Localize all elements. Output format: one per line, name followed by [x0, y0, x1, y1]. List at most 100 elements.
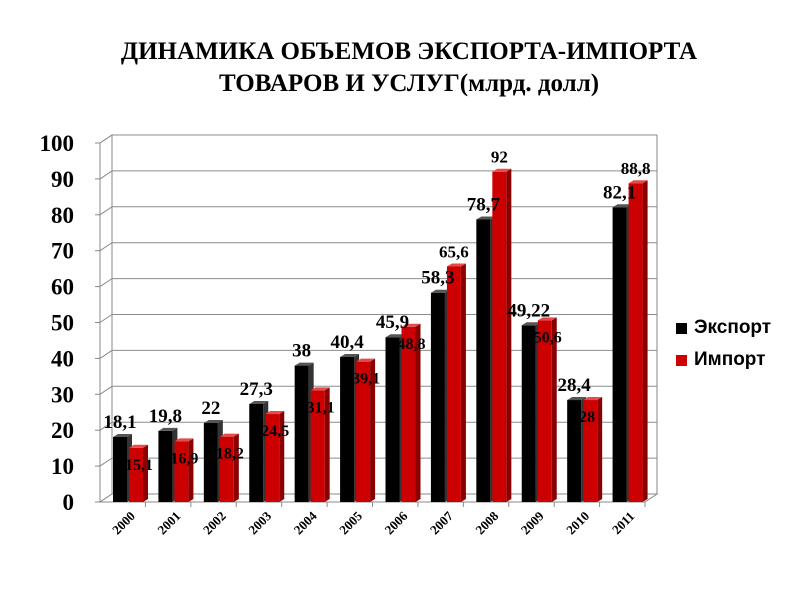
bar-export	[249, 403, 264, 502]
bar-import	[219, 436, 234, 502]
bar-side-import	[460, 263, 466, 502]
bar-import	[492, 171, 507, 502]
bar-top-export	[294, 362, 314, 366]
bar-import	[310, 390, 325, 502]
x-tick-label: 2011	[609, 509, 637, 537]
x-tick-label: 2005	[336, 508, 365, 537]
x-tick-label: 2009	[518, 508, 547, 537]
gridline	[99, 170, 657, 180]
y-tick-label: 70	[51, 239, 74, 264]
bar-top-import	[628, 180, 648, 184]
data-label-export: 45,9	[376, 312, 409, 333]
bar-import	[129, 447, 143, 502]
bar-import	[265, 414, 280, 502]
bar-top-export	[612, 204, 632, 208]
bar-top-export	[567, 397, 587, 401]
x-tick-label: 2000	[109, 508, 138, 537]
bar-top-export	[521, 322, 541, 326]
bar-import	[446, 266, 461, 502]
bar-top-export	[203, 420, 223, 424]
bar-top-export	[430, 289, 450, 293]
bar-export	[113, 437, 127, 502]
bar-export	[476, 219, 491, 503]
gridline	[99, 421, 657, 431]
y-tick-label: 100	[40, 131, 75, 156]
x-tick-label: 2010	[563, 508, 592, 537]
data-label-import: 48,8	[398, 336, 426, 353]
bar-top-import	[492, 168, 512, 172]
y-tick-label: 40	[51, 346, 74, 371]
bar-top-import	[265, 411, 285, 415]
data-label-import: 50,6	[534, 329, 562, 346]
gridline	[99, 385, 657, 395]
legend-item-import: Импорт	[676, 344, 771, 376]
data-label-import: 18,2	[216, 446, 244, 463]
gridline	[99, 206, 657, 216]
data-label-import: 65,6	[439, 242, 469, 261]
bar-import	[537, 320, 552, 502]
data-label-import: 16,9	[170, 450, 198, 467]
data-label-export: 49,22	[507, 300, 550, 321]
gridline	[99, 349, 657, 359]
bar-top-export	[113, 434, 132, 438]
data-label-export: 40,4	[330, 332, 364, 353]
bar-top-import	[356, 358, 376, 362]
x-tick-label: 2003	[245, 508, 274, 537]
data-label-export: 22	[201, 398, 220, 419]
y-tick-label: 20	[51, 418, 74, 443]
bar-side-import	[370, 358, 376, 502]
x-tick-label: 2001	[154, 508, 183, 537]
x-tick-label: 2004	[291, 508, 320, 537]
bar-import	[628, 183, 643, 502]
legend-item-export: Экспорт	[676, 312, 771, 344]
y-tick-label: 50	[51, 311, 74, 336]
bar-top-import	[583, 397, 603, 401]
bar-top-export	[385, 334, 405, 338]
gridline	[99, 134, 657, 144]
bar-import	[174, 441, 189, 502]
bar-side-import	[597, 397, 603, 502]
bar-top-export	[340, 353, 360, 357]
bar-side-import	[506, 168, 512, 502]
legend: Экспорт Импорт	[676, 312, 771, 376]
bar-export	[430, 292, 445, 502]
y-tick-label: 10	[51, 454, 74, 479]
bar-side-import	[143, 444, 148, 502]
data-label-export: 82,1	[603, 182, 636, 203]
y-tick-label: 30	[51, 382, 74, 407]
bar-import	[583, 400, 598, 502]
bar-side-import	[642, 180, 648, 502]
data-label-import: 24,5	[261, 423, 289, 440]
bar-top-export	[249, 400, 269, 404]
y-tick-label: 90	[51, 167, 74, 192]
data-label-export: 58,3	[421, 268, 454, 289]
x-tick-label: 2007	[427, 508, 456, 537]
gridline	[99, 242, 657, 252]
bar-top-import	[219, 433, 239, 437]
legend-label-export: Экспорт	[694, 317, 772, 338]
bar-export	[203, 423, 218, 502]
data-label-import: 39,1	[352, 371, 380, 388]
data-label-import: 92	[491, 148, 508, 167]
data-label-export: 78,7	[467, 194, 501, 215]
legend-swatch-import	[676, 354, 687, 366]
bar-top-export	[476, 216, 496, 220]
gridline	[99, 278, 657, 288]
bar-import	[356, 361, 371, 502]
bar-top-import	[446, 263, 466, 267]
data-label-export: 28,4	[558, 375, 592, 396]
bar-side-import	[324, 387, 330, 502]
chart-title-line-1: ДИНАМИКА ОБЪЕМОВ ЭКСПОРТА-ИМПОРТА	[120, 38, 698, 65]
data-label-export: 38	[292, 341, 311, 362]
bar-export	[294, 365, 309, 502]
bar-export	[521, 325, 536, 502]
bar-side-import	[415, 323, 421, 502]
y-tick-label: 60	[51, 275, 74, 300]
bar-top-import	[537, 317, 557, 321]
bar-import	[401, 326, 416, 502]
bar-top-import	[310, 387, 330, 391]
bar-export	[567, 400, 582, 502]
bar-export	[612, 207, 627, 503]
bar-export	[158, 430, 173, 502]
